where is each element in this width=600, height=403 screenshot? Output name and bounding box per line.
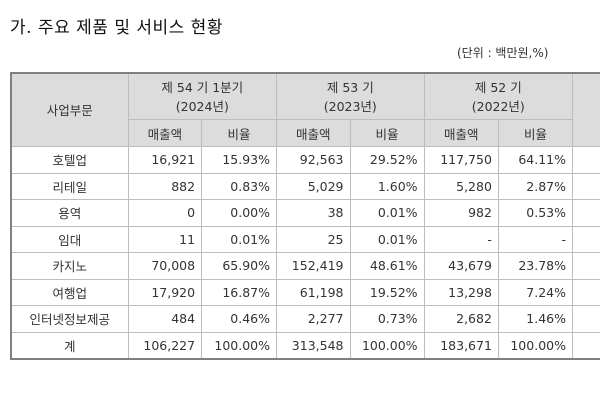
subheader-sales: 매출액 [127,119,203,147]
value-cell: 5,029 [276,172,351,200]
table-row: 인터넷정보제공 484 0.46% 2,277 0.73% 2,682 1.46… [10,305,600,333]
value-cell: 313,548 [276,331,351,360]
value-cell: 16,921 [127,146,203,174]
value-cell: 70,008 [127,252,203,280]
value-cell: - [423,225,499,253]
table-row: 여행업 17,920 16.87% 61,198 19.52% 13,298 7… [10,278,600,306]
value-cell: 48.61% [349,252,425,280]
value-cell: 16.87% [201,278,277,306]
value-cell: 13,298 [423,278,499,306]
extra-cell [571,278,600,306]
value-cell: 15.93% [201,146,277,174]
extra-cell [571,172,600,200]
header-segment: 사업부문 [10,72,129,147]
segment-cell: 계 [10,331,129,360]
segment-cell: 카지노 [10,252,129,280]
subheader-ratio: 비율 [201,119,277,147]
value-cell: 1.60% [349,172,425,200]
value-cell: 64.11% [497,146,573,174]
segment-cell: 임대 [10,225,129,253]
value-cell: 2.87% [497,172,573,200]
header-period-52: 제 52 기 (2022년) [423,72,573,120]
value-cell: 100.00% [497,331,573,360]
subheader-sales: 매출액 [423,119,499,147]
value-cell: 23.78% [497,252,573,280]
segment-cell: 리테일 [10,172,129,200]
extra-cell [571,199,600,227]
value-cell: 19.52% [349,278,425,306]
subheader-sales: 매출액 [276,119,351,147]
extra-cell [571,305,600,333]
value-cell: 106,227 [127,331,203,360]
value-cell: 43,679 [423,252,499,280]
revenue-table: 사업부문 제 54 기 1분기 (2024년) 제 53 기 (2023년) 제… [10,72,600,360]
extra-cell [571,225,600,253]
section-title: 가. 주요 제품 및 서비스 현황 [10,18,223,38]
value-cell: 0.01% [349,199,425,227]
table-row: 카지노 70,008 65.90% 152,419 48.61% 43,679 … [10,252,600,280]
table-row: 리테일 882 0.83% 5,029 1.60% 5,280 2.87% [10,172,600,200]
value-cell: 100.00% [201,331,277,360]
value-cell: 38 [276,199,351,227]
value-cell: 61,198 [276,278,351,306]
value-cell: 0.00% [201,199,277,227]
segment-cell: 호텔업 [10,146,129,174]
segment-cell: 용역 [10,199,129,227]
value-cell: 982 [423,199,499,227]
unit-note: (단위 : 백만원,%) [457,46,549,60]
header-period-54: 제 54 기 1분기 (2024년) [127,72,278,120]
value-cell: 1.46% [497,305,573,333]
subheader-ratio: 비율 [349,119,425,147]
value-cell: 152,419 [276,252,351,280]
segment-cell: 인터넷정보제공 [10,305,129,333]
table-row: 용역 0 0.00% 38 0.01% 982 0.53% [10,199,600,227]
value-cell: 100.00% [349,331,425,360]
value-cell: 183,671 [423,331,499,360]
value-cell: 17,920 [127,278,203,306]
extra-cell [571,331,600,360]
extra-cell [571,252,600,280]
segment-cell: 여행업 [10,278,129,306]
extra-cell [571,146,600,174]
table-row: 계 106,227 100.00% 313,548 100.00% 183,67… [10,331,600,360]
value-cell: 2,682 [423,305,499,333]
table-row: 임대 11 0.01% 25 0.01% - - [10,225,600,253]
value-cell: 0.01% [349,225,425,253]
value-cell: 0.01% [201,225,277,253]
value-cell: 882 [127,172,203,200]
value-cell: 25 [276,225,351,253]
header-extra [571,72,600,147]
value-cell: 11 [127,225,203,253]
value-cell: 7.24% [497,278,573,306]
value-cell: 0.83% [201,172,277,200]
table-row: 호텔업 16,921 15.93% 92,563 29.52% 117,750 … [10,146,600,174]
value-cell: 0.53% [497,199,573,227]
header-period-53: 제 53 기 (2023년) [276,72,425,120]
value-cell: 2,277 [276,305,351,333]
value-cell: 29.52% [349,146,425,174]
value-cell: 0.73% [349,305,425,333]
value-cell: 0 [127,199,203,227]
value-cell: 117,750 [423,146,499,174]
value-cell: 5,280 [423,172,499,200]
value-cell: - [497,225,573,253]
subheader-ratio: 비율 [497,119,573,147]
value-cell: 65.90% [201,252,277,280]
value-cell: 0.46% [201,305,277,333]
value-cell: 484 [127,305,203,333]
value-cell: 92,563 [276,146,351,174]
